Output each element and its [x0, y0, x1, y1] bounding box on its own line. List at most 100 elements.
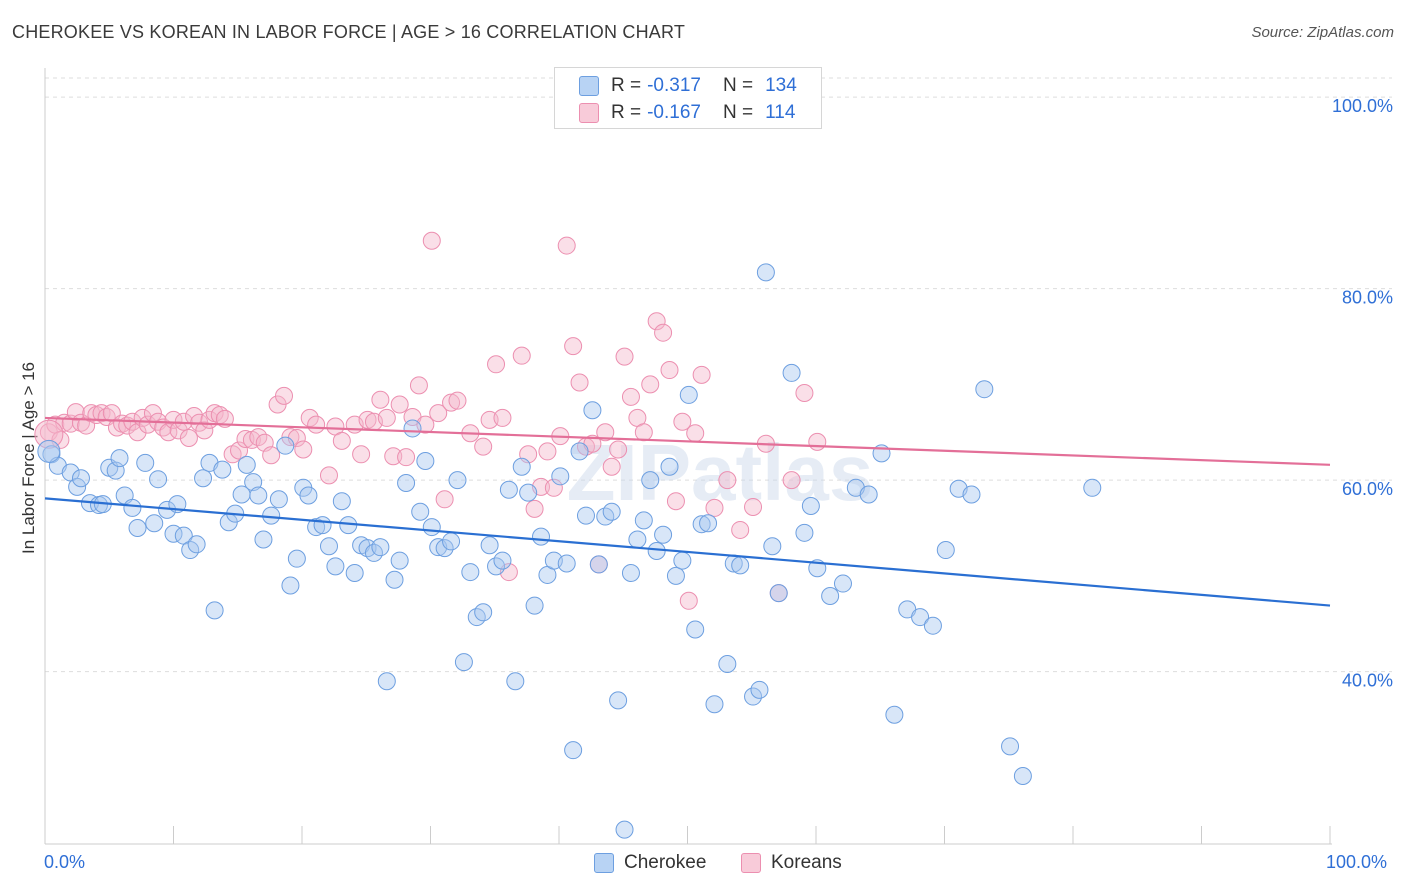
cherokee-point — [390, 551, 409, 570]
cherokee-point — [692, 515, 711, 534]
trend-lines — [44, 416, 1331, 607]
cherokee-point — [332, 492, 351, 511]
cherokee-point — [262, 506, 281, 525]
korean-point — [634, 423, 653, 442]
cherokee-point — [385, 570, 404, 589]
n-label: N = — [722, 75, 754, 96]
r-value: -0.317 — [647, 75, 701, 96]
legend-label: Koreans — [771, 852, 842, 873]
korean-point — [705, 498, 724, 517]
cherokee-point — [448, 471, 467, 490]
cherokee-point — [564, 741, 583, 760]
korean-point — [795, 384, 814, 403]
cherokee-point — [110, 449, 129, 468]
cherokee-point — [213, 460, 232, 479]
koreans-swatch — [741, 853, 761, 873]
series-cherokee — [37, 263, 1102, 839]
cherokee-point — [718, 654, 737, 673]
y-tick-label: 60.0% — [1342, 479, 1393, 499]
korean-point — [179, 429, 198, 448]
korean-point — [422, 231, 441, 250]
cherokee-point — [1083, 478, 1102, 497]
korean-point — [435, 490, 454, 509]
cherokee-point — [480, 536, 499, 555]
cherokee-point — [474, 603, 493, 622]
korean-point — [512, 346, 531, 365]
korean-point — [621, 387, 640, 406]
cherokee-point — [313, 516, 332, 535]
korean-point — [596, 423, 615, 442]
r-label: R = — [611, 102, 642, 123]
cherokee-point — [615, 820, 634, 839]
x-tick-label-max: 100.0% — [1326, 852, 1388, 872]
chart-title: CHEROKEE VS KOREAN IN LABOR FORCE | AGE … — [12, 22, 686, 42]
cherokee-point — [442, 532, 461, 551]
cherokee-point — [71, 469, 90, 488]
cherokee-point — [307, 518, 326, 537]
n-value: 114 — [765, 102, 796, 123]
korean-point — [609, 440, 628, 459]
korean-point — [538, 442, 557, 461]
legend-row-cherokee: R = -0.317 N = 134 — [579, 73, 797, 99]
cherokee-point — [962, 485, 981, 504]
cherokee-point — [276, 436, 295, 455]
korean-point — [358, 410, 377, 429]
cherokee-point — [454, 653, 473, 672]
korean-point — [332, 431, 351, 450]
korean-point — [128, 423, 147, 442]
cherokee-point — [975, 380, 994, 399]
cherokee-point — [621, 564, 640, 583]
cherokee-point — [123, 498, 142, 517]
korean-point — [615, 347, 634, 366]
koreans-swatch — [579, 103, 599, 123]
grid-lines — [45, 77, 1392, 673]
cherokee-point — [254, 530, 273, 549]
korean-point — [319, 466, 338, 485]
cherokee-point — [269, 490, 288, 509]
n-label: N = — [722, 102, 754, 123]
korean-point — [230, 441, 249, 460]
cherokee-trend-line — [44, 497, 1331, 607]
cherokee-swatch — [579, 76, 599, 96]
korean-point — [641, 375, 660, 394]
legend-label: Cherokee — [624, 852, 707, 873]
cherokee-point — [885, 705, 904, 724]
korean-point — [215, 409, 234, 428]
cherokee-point — [673, 551, 692, 570]
cherokee-point — [1001, 737, 1020, 756]
korean-point — [275, 386, 294, 405]
korean-point — [429, 404, 448, 423]
korean-point — [262, 446, 281, 465]
korean-point — [352, 445, 371, 464]
cherokee-point — [699, 514, 718, 533]
cherokee-point — [281, 576, 300, 595]
cherokee-point — [821, 587, 840, 606]
x-tick-label-min: 0.0% — [44, 852, 86, 872]
cherokee-point — [801, 497, 820, 516]
y-tick-label: 80.0% — [1342, 288, 1393, 308]
cherokee-point — [641, 471, 660, 490]
cherokee-point — [705, 695, 724, 714]
cherokee-point — [936, 541, 955, 560]
korean-point — [66, 403, 85, 422]
cherokee-point — [68, 477, 87, 496]
cherokee-point — [1013, 767, 1032, 786]
cherokee-point — [145, 514, 164, 533]
cherokee-point — [782, 363, 801, 382]
cherokee-point — [499, 480, 518, 499]
cherokee-swatch — [594, 853, 614, 873]
korean-point — [673, 412, 692, 431]
cherokee-point — [647, 542, 666, 561]
korean-point — [731, 520, 750, 539]
cherokee-point — [609, 691, 628, 710]
cherokee-point — [750, 680, 769, 699]
cherokee-point — [570, 442, 589, 461]
korean-point — [564, 337, 583, 356]
cherokee-point — [769, 584, 788, 603]
korean-point — [138, 415, 157, 434]
korean-point — [493, 408, 512, 427]
cherokee-point — [859, 485, 878, 504]
cherokee-point — [551, 467, 570, 486]
korean-point — [782, 471, 801, 490]
legend-item-cherokee: Cherokee — [594, 852, 706, 874]
